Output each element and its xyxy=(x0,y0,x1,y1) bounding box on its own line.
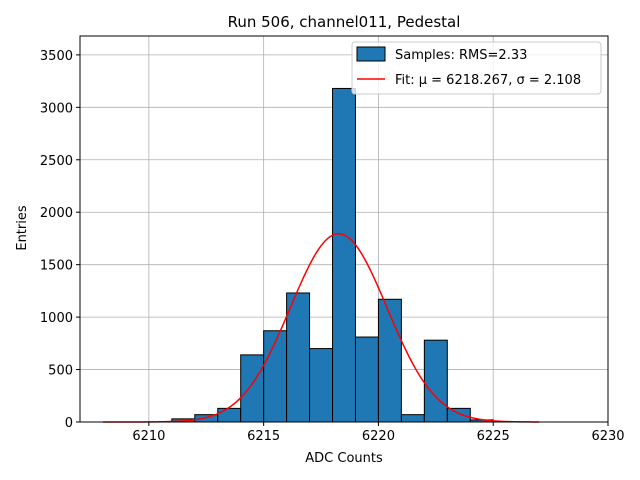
y-axis-title: Entries xyxy=(15,205,30,251)
y-axis-ticks: 0 500 1000 1500 2000 2500 3000 3500 xyxy=(40,49,80,431)
histogram-bar xyxy=(332,87,356,423)
y-tick-label: 2500 xyxy=(40,154,73,169)
x-axis-title: ADC Counts xyxy=(305,451,383,466)
histogram-bar xyxy=(400,414,425,423)
legend: Samples: RMS=2.33 Fit: μ = 6218.267, σ =… xyxy=(351,41,602,95)
histogram-bar xyxy=(446,407,471,423)
y-tick-label: 500 xyxy=(48,364,73,379)
legend-label-samples: Samples: RMS=2.33 xyxy=(395,48,527,63)
y-tick-label: 2000 xyxy=(40,206,73,221)
histogram-bar xyxy=(309,348,334,423)
x-tick-label: 6220 xyxy=(362,429,395,444)
y-tick-label: 1500 xyxy=(40,259,73,274)
legend-label-fit: Fit: μ = 6218.267, σ = 2.108 xyxy=(395,73,581,88)
y-tick-label: 1000 xyxy=(40,311,73,326)
y-tick-label: 3000 xyxy=(40,101,73,116)
x-axis-ticks: 6210 6215 6220 6225 6230 xyxy=(132,422,625,444)
x-tick-label: 6210 xyxy=(132,429,165,444)
histogram-bar xyxy=(240,354,265,423)
fit-curve xyxy=(102,232,540,423)
histogram-bar xyxy=(354,336,379,423)
plot-frame xyxy=(79,35,609,423)
histogram-bar xyxy=(286,292,311,423)
histogram-bar xyxy=(263,330,288,423)
histogram-bar xyxy=(217,407,242,423)
x-tick-label: 6230 xyxy=(591,429,624,444)
legend-bar-swatch xyxy=(356,46,386,62)
y-tick-label: 3500 xyxy=(40,49,73,64)
y-tick-label: 0 xyxy=(65,416,73,431)
x-tick-label: 6225 xyxy=(477,429,510,444)
chart-title: Run 506, channel011, Pedestal xyxy=(228,13,461,31)
histogram-bar xyxy=(423,339,448,423)
x-tick-label: 6215 xyxy=(247,429,280,444)
legend-box xyxy=(351,41,602,95)
histogram-bar xyxy=(377,298,402,423)
